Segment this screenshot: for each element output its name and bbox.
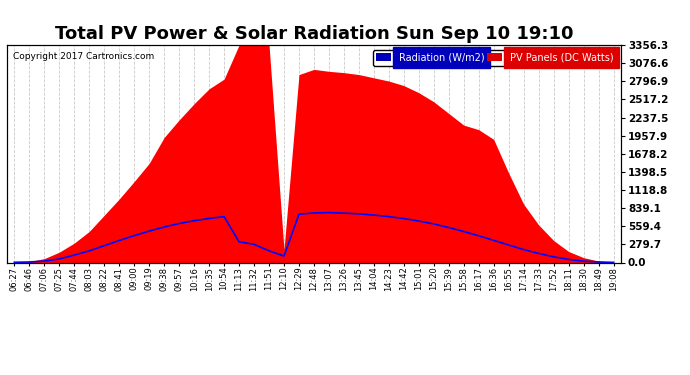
- Text: Copyright 2017 Cartronics.com: Copyright 2017 Cartronics.com: [13, 51, 155, 60]
- Legend: Radiation (W/m2), PV Panels (DC Watts): Radiation (W/m2), PV Panels (DC Watts): [373, 50, 616, 66]
- Title: Total PV Power & Solar Radiation Sun Sep 10 19:10: Total PV Power & Solar Radiation Sun Sep…: [55, 26, 573, 44]
